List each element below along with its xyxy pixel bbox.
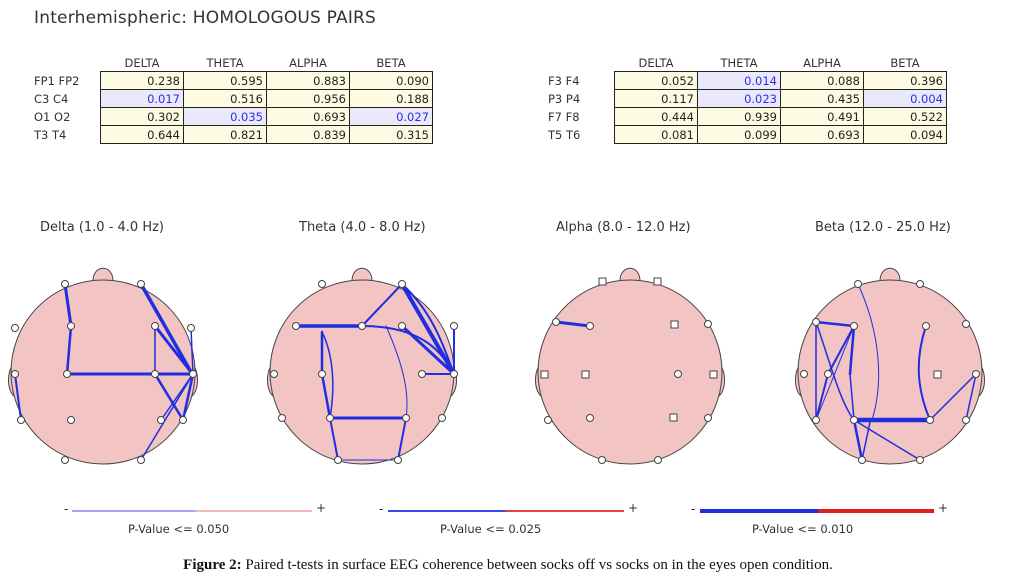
electrode-pair-label: T5 T6 bbox=[548, 127, 581, 142]
electrode-pair-label: F7 F8 bbox=[548, 109, 580, 124]
beta-head-label: Beta (12.0 - 25.0 Hz) bbox=[815, 220, 951, 235]
p-value-threshold-label: P-Value <= 0.025 bbox=[440, 522, 542, 536]
beta-head bbox=[795, 267, 985, 465]
caption-text: Paired t-tests in surface EEG coherence … bbox=[241, 557, 833, 573]
col-header-beta: BETA bbox=[376, 56, 406, 70]
p-value-cell: 0.444 bbox=[614, 107, 698, 126]
electrode-pair-label: O1 O2 bbox=[34, 109, 71, 124]
table-row: T3 T4 0.644 0.821 0.839 0.315 bbox=[34, 125, 433, 144]
alpha-head bbox=[535, 267, 725, 465]
electrode-pair-label: C3 C4 bbox=[34, 91, 69, 106]
p-value-cell: 0.644 bbox=[100, 125, 184, 144]
electrode-pair-label: P3 P4 bbox=[548, 91, 581, 106]
p-value-cell: 0.883 bbox=[266, 71, 350, 90]
table-row: P3 P4 0.117 0.023 0.435 0.004 bbox=[548, 89, 947, 108]
table-row: O1 O2 0.302 0.035 0.693 0.027 bbox=[34, 107, 433, 126]
p-value-cell: 0.188 bbox=[349, 89, 433, 108]
p-value-table-right: DELTA THETA ALPHA BETA F3 F4 0.052 0.014 0.… bbox=[548, 56, 947, 144]
col-header-theta: THETA bbox=[206, 56, 244, 70]
p-value-cell: 0.090 bbox=[349, 71, 433, 90]
p-value-cell: 0.435 bbox=[780, 89, 864, 108]
alpha-head-label: Alpha (8.0 - 12.0 Hz) bbox=[556, 220, 691, 235]
table-row: F3 F4 0.052 0.014 0.088 0.396 bbox=[548, 71, 947, 90]
col-header-beta: BETA bbox=[890, 56, 920, 70]
theta-head bbox=[267, 267, 458, 465]
legend-plus: + bbox=[938, 501, 949, 515]
p-value-cell: 0.315 bbox=[349, 125, 433, 144]
col-header-alpha: ALPHA bbox=[803, 56, 841, 70]
p-value-cell: 0.821 bbox=[183, 125, 267, 144]
p-value-cell: 0.491 bbox=[780, 107, 864, 126]
p-value-cell: 0.052 bbox=[614, 71, 698, 90]
p-value-cell: 0.302 bbox=[100, 107, 184, 126]
p-value-cell: 0.027 bbox=[349, 107, 433, 126]
col-header-delta: DELTA bbox=[638, 56, 674, 70]
page-title: Interhemispheric: HOMOLOGOUS PAIRS bbox=[34, 8, 377, 28]
p-value-cell: 0.094 bbox=[863, 125, 947, 144]
legend-minus: - bbox=[64, 502, 69, 516]
p-value-cell: 0.117 bbox=[614, 89, 698, 108]
p-value-table-left: DELTA THETA ALPHA BETA FP1 FP2 0.238 0.595… bbox=[34, 56, 433, 144]
figure-caption: Figure 2: Paired t-tests in surface EEG … bbox=[0, 557, 1016, 574]
electrode-pair-label: T3 T4 bbox=[34, 127, 67, 142]
p-value-cell: 0.839 bbox=[266, 125, 350, 144]
p-value-cell: 0.023 bbox=[697, 89, 781, 108]
delta-head bbox=[8, 267, 198, 465]
delta-head-label: Delta (1.0 - 4.0 Hz) bbox=[40, 220, 164, 235]
caption-label: Figure 2: bbox=[183, 557, 242, 573]
legend-plus: + bbox=[628, 501, 639, 515]
electrode-pair-label: FP1 FP2 bbox=[34, 73, 80, 88]
p-value-cell: 0.099 bbox=[697, 125, 781, 144]
p-value-cell: 0.014 bbox=[697, 71, 781, 90]
legend-minus: - bbox=[691, 502, 696, 516]
p-value-cell: 0.595 bbox=[183, 71, 267, 90]
table-row: T5 T6 0.081 0.099 0.693 0.094 bbox=[548, 125, 947, 144]
p-value-cell: 0.522 bbox=[863, 107, 947, 126]
p-value-threshold-label: P-Value <= 0.050 bbox=[128, 522, 230, 536]
p-value-threshold-label: P-Value <= 0.010 bbox=[752, 522, 854, 536]
theta-head-label: Theta (4.0 - 8.0 Hz) bbox=[299, 220, 426, 235]
p-value-cell: 0.088 bbox=[780, 71, 864, 90]
table-row: C3 C4 0.017 0.516 0.956 0.188 bbox=[34, 89, 433, 108]
p-value-cell: 0.081 bbox=[614, 125, 698, 144]
col-header-delta: DELTA bbox=[124, 56, 160, 70]
p-value-cell: 0.035 bbox=[183, 107, 267, 126]
col-header-alpha: ALPHA bbox=[289, 56, 327, 70]
col-header-theta: THETA bbox=[720, 56, 758, 70]
coherence-head-maps bbox=[8, 267, 985, 513]
legend-minus: - bbox=[379, 502, 384, 516]
electrode-pair-label: F3 F4 bbox=[548, 73, 580, 88]
legend-plus: + bbox=[316, 501, 327, 515]
p-value-cell: 0.017 bbox=[100, 89, 184, 108]
